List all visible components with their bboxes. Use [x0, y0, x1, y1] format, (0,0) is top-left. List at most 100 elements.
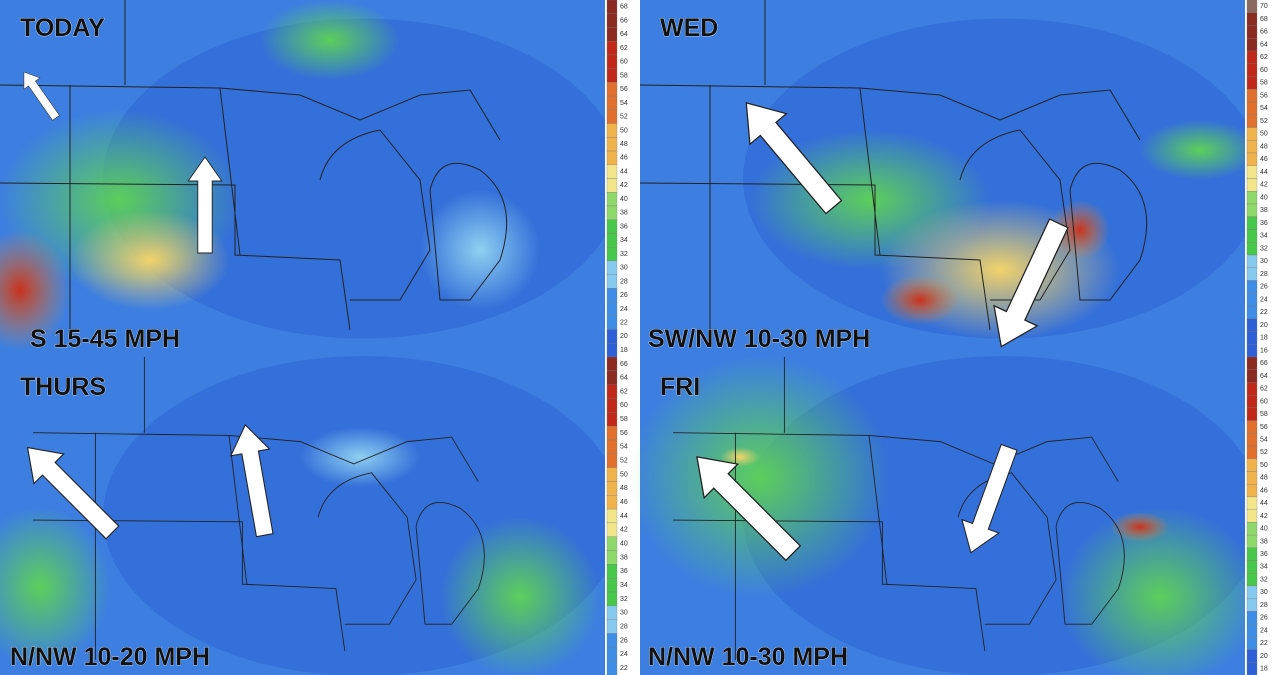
scale-cell [606, 178, 618, 193]
scale-label: 60 [620, 59, 628, 66]
scale-cell [606, 536, 618, 551]
scale-label: 64 [620, 375, 628, 382]
scale-label: 18 [620, 347, 628, 354]
scale-label: 50 [1260, 131, 1268, 138]
scale-label: 44 [1260, 500, 1268, 507]
scale-label: 60 [1260, 67, 1268, 74]
scale-cell [1246, 598, 1258, 612]
scale-cell [606, 219, 618, 234]
scale-cell [1246, 560, 1258, 574]
map-field [1140, 120, 1260, 180]
scale-label: 54 [1260, 437, 1268, 444]
wind-arrow [696, 456, 802, 562]
scale-label: 58 [1260, 80, 1268, 87]
scale-cell [1246, 12, 1258, 26]
scale-cell [606, 192, 618, 207]
scale-label: 34 [1260, 564, 1268, 571]
scale-cell [1246, 76, 1258, 90]
scale-label: 46 [1260, 156, 1268, 163]
scale-cell [606, 343, 618, 358]
scale-label: 44 [620, 168, 628, 175]
scale-label: 64 [620, 31, 628, 38]
scale-label: 28 [620, 278, 628, 285]
scale-cell [1246, 101, 1258, 115]
scale-label: 40 [620, 196, 628, 203]
scale-label: 66 [620, 17, 628, 24]
scale-label: 58 [620, 72, 628, 79]
scale-cell [1246, 573, 1258, 587]
scale-cell [606, 605, 618, 620]
scale-cell [606, 247, 618, 262]
scale-cell [1246, 127, 1258, 141]
panel-title: FRI [660, 373, 700, 401]
scale-label: 36 [620, 568, 628, 575]
scale-label: 42 [620, 527, 628, 534]
map-field [720, 447, 760, 467]
map-field [440, 517, 600, 675]
scale-label: 40 [1260, 194, 1268, 201]
map-field [70, 210, 230, 310]
scale-label: 18 [1260, 665, 1268, 672]
scale-cell [606, 356, 618, 371]
scale-cell [606, 370, 618, 385]
scale-cell [1246, 305, 1258, 319]
wind-label: N/NW 10-20 MPH [10, 643, 210, 671]
scale-label: 42 [1260, 182, 1268, 189]
scale-cell [606, 315, 618, 330]
wind-arrow [26, 446, 120, 540]
scale-label: 62 [620, 388, 628, 395]
scale-cell [1246, 89, 1258, 103]
scale-label: 42 [620, 182, 628, 189]
scale-label: 54 [620, 444, 628, 451]
scale-cell [606, 425, 618, 441]
scale-label: 38 [1260, 207, 1268, 214]
scale-cell [606, 661, 618, 675]
scale-label: 30 [1260, 258, 1268, 265]
scale-label: 62 [1260, 386, 1268, 393]
scale-cell [606, 508, 618, 524]
scale-label: 38 [1260, 538, 1268, 545]
scale-label: 34 [620, 582, 628, 589]
scale-label: 20 [1260, 653, 1268, 660]
wind-label: N/NW 10-30 MPH [648, 643, 848, 671]
scale-cell [1246, 611, 1258, 625]
scale-cell [606, 481, 618, 496]
scale-cell [606, 578, 618, 593]
scale-label: 28 [1260, 271, 1268, 278]
scale-cell [606, 41, 618, 56]
wind-arrow [23, 71, 60, 121]
scale-cell [1246, 229, 1258, 243]
wind-label: S 15-45 MPH [30, 325, 180, 353]
scale-label: 36 [620, 223, 628, 230]
wind-arrow [187, 156, 223, 254]
map-panel: 68 66 64 62 60 58 56 54 52 50 48 46 44 42 40 38 36 34 32 30… [0, 0, 640, 358]
scale-cell [606, 205, 618, 220]
panel-title: THURS [20, 373, 106, 401]
scale-cell [1246, 522, 1258, 536]
scale-label: 56 [1260, 424, 1268, 431]
scale-cell [606, 550, 618, 565]
scale-label: 56 [620, 86, 628, 93]
scale-label: 54 [620, 100, 628, 107]
scale-label: 48 [1260, 475, 1268, 482]
scale-label: 46 [620, 155, 628, 162]
scale-cell [1246, 458, 1258, 472]
scale-label: 66 [1260, 360, 1268, 367]
scale-label: 28 [1260, 602, 1268, 609]
scale-label: 54 [1260, 105, 1268, 112]
scale-cell [1246, 496, 1258, 510]
scale-cell [1246, 484, 1258, 498]
scale-cell [606, 301, 618, 316]
scale-cell [1246, 140, 1258, 154]
scale-cell [1246, 203, 1258, 217]
scale-label: 34 [1260, 233, 1268, 240]
scale-cell [1246, 165, 1258, 179]
scale-label: 16 [1260, 347, 1268, 354]
scale-label: 26 [620, 292, 628, 299]
scale-cell [1246, 623, 1258, 637]
scale-cell [606, 467, 618, 482]
scale-label: 50 [620, 471, 628, 478]
scale-cell [606, 329, 618, 344]
scale-cell [1246, 318, 1258, 332]
scale-cell [1246, 331, 1258, 345]
